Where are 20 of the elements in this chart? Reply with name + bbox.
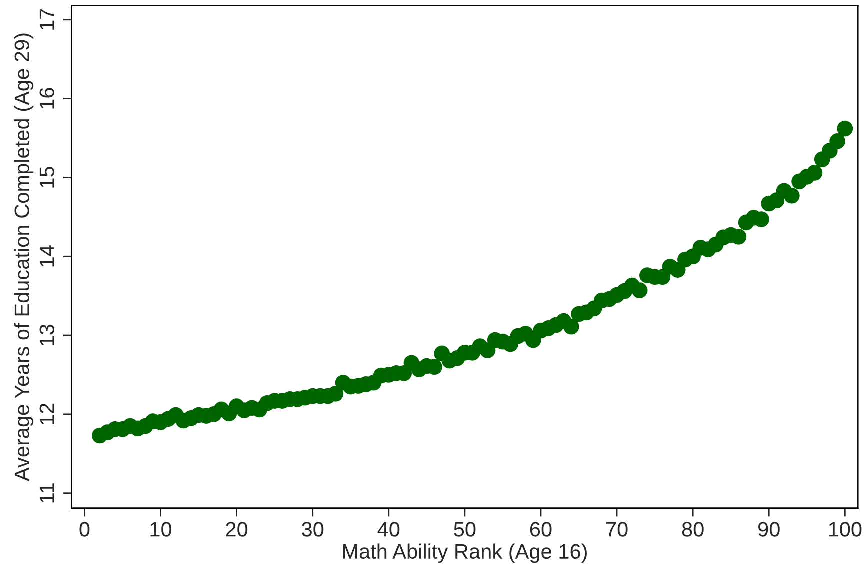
y-tick-label: 17 bbox=[40, 9, 54, 30]
x-tick-label: 30 bbox=[302, 522, 324, 537]
x-tick-label: 80 bbox=[682, 522, 704, 537]
y-tick-label: 16 bbox=[40, 88, 54, 109]
y-tick-label: 13 bbox=[40, 324, 54, 346]
x-tick-label: 100 bbox=[829, 522, 862, 537]
x-tick-label: 50 bbox=[454, 522, 476, 537]
x-tick-label: 20 bbox=[226, 522, 248, 537]
y-axis-title: Average Years of Education Completed (Age 29) bbox=[14, 34, 34, 482]
x-tick-label: 10 bbox=[150, 522, 172, 537]
x-tick-label: 60 bbox=[530, 522, 552, 537]
y-tick-label: 12 bbox=[40, 404, 54, 424]
x-tick-label: 70 bbox=[606, 522, 628, 537]
x-axis-title: Math Ability Rank (Age 16) bbox=[343, 544, 587, 564]
y-tick-label: 15 bbox=[40, 167, 54, 188]
x-tick-label: 90 bbox=[758, 522, 780, 537]
x-tick-label: 40 bbox=[378, 522, 400, 537]
y-tick-label: 14 bbox=[40, 246, 54, 267]
x-tick-label: 0 bbox=[80, 522, 90, 537]
y-tick-label: 11 bbox=[40, 484, 54, 503]
